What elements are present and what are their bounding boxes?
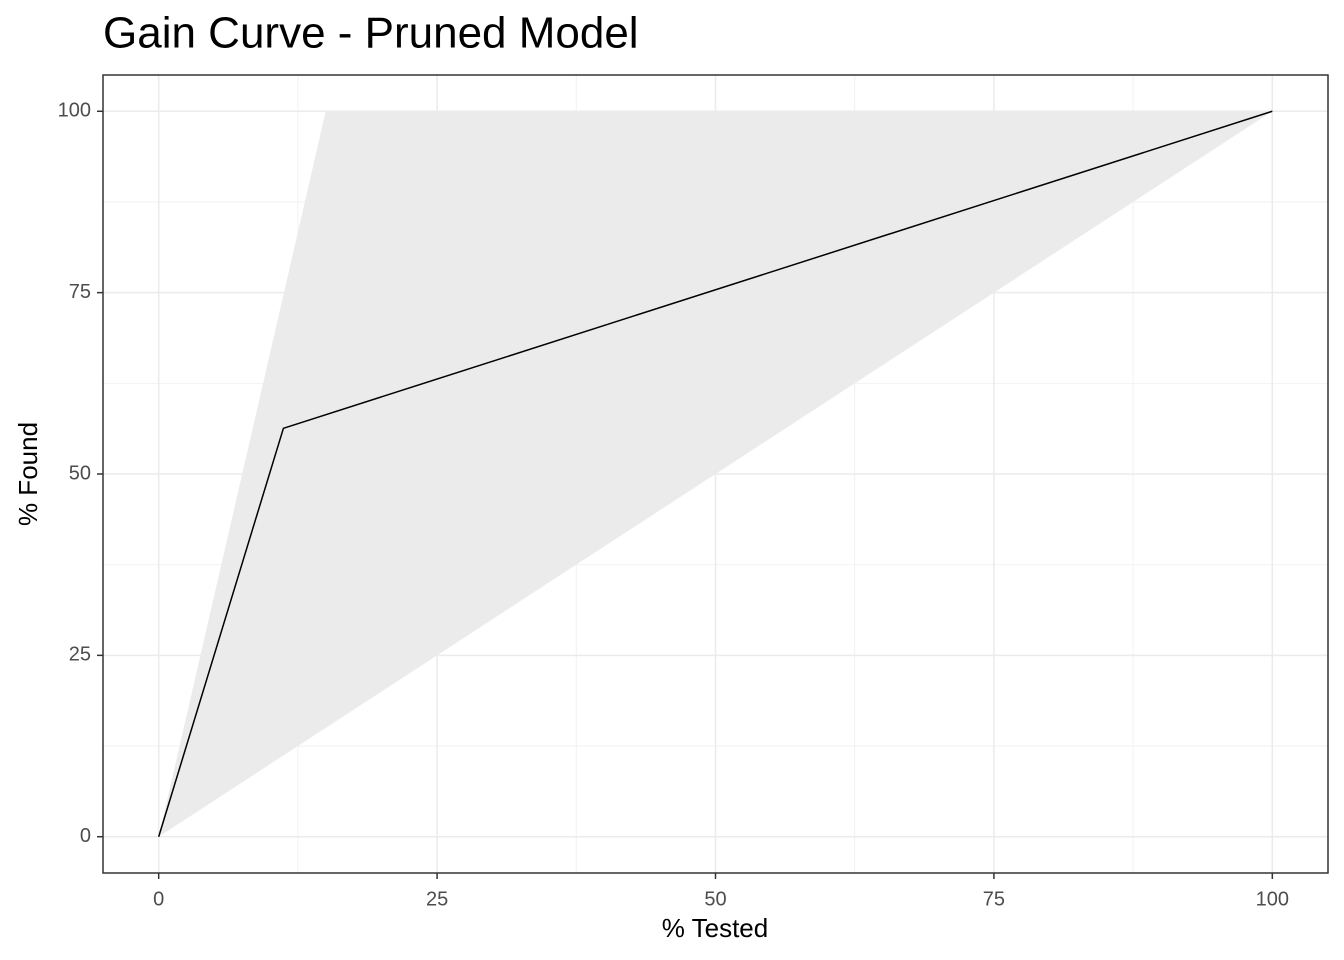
chart-title: Gain Curve - Pruned Model <box>103 9 639 58</box>
x-tick-label: 100 <box>1256 888 1289 910</box>
x-tick-label: 75 <box>983 888 1005 910</box>
x-tick-label: 50 <box>704 888 726 910</box>
y-axis-label: % Found <box>13 422 43 526</box>
x-tick-label: 0 <box>153 888 164 910</box>
y-tick-label: 50 <box>69 462 91 484</box>
y-tick-label: 25 <box>69 644 91 666</box>
y-tick-label: 0 <box>80 825 91 847</box>
gain-band <box>158 111 1273 837</box>
y-tick-label: 75 <box>69 281 91 303</box>
y-tick-label: 100 <box>58 100 91 122</box>
x-tick-label: 25 <box>426 888 448 910</box>
panel-border <box>102 74 1329 874</box>
x-axis-label: % Tested <box>662 913 768 943</box>
gain-line <box>157 110 1273 837</box>
